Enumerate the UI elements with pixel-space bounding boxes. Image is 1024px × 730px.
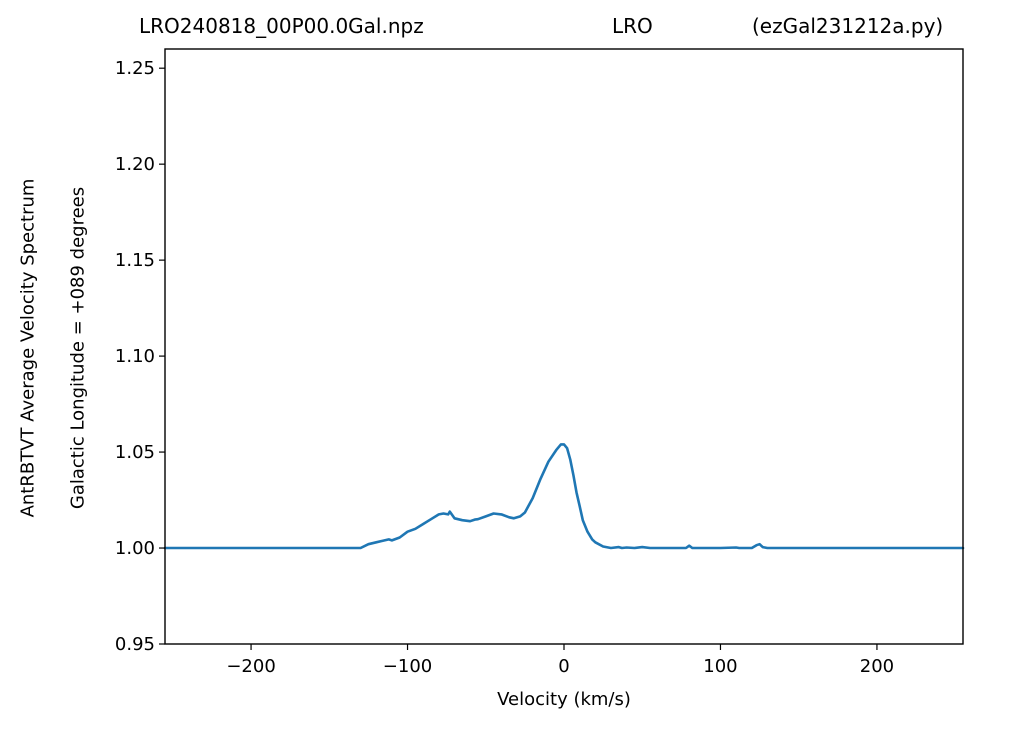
y-tick-label: 1.15 (115, 250, 155, 271)
chart-title-station: LRO (612, 14, 653, 38)
y-tick-label: 1.20 (115, 154, 155, 175)
plot-frame (164, 48, 964, 645)
y-tick-label: 1.10 (115, 346, 155, 367)
x-tick-label: 200 (860, 656, 894, 677)
series-line-0 (163, 443, 965, 550)
chart-title-filename: LRO240818_00P00.0Gal.npz (139, 14, 424, 38)
y-tick-label: 1.05 (115, 442, 155, 463)
y-tick-label: 1.25 (115, 58, 155, 79)
x-axis-label: Velocity (km/s) (497, 689, 631, 710)
chart-title-script: (ezGal231212a.py) (752, 14, 944, 38)
x-tick-label: 100 (703, 656, 737, 677)
x-tick-label: −200 (226, 656, 275, 677)
x-tick-label: 0 (558, 656, 569, 677)
x-tick-label: −100 (383, 656, 432, 677)
y-tick-label: 1.00 (115, 538, 155, 559)
y-tick-label: 0.95 (115, 634, 155, 655)
